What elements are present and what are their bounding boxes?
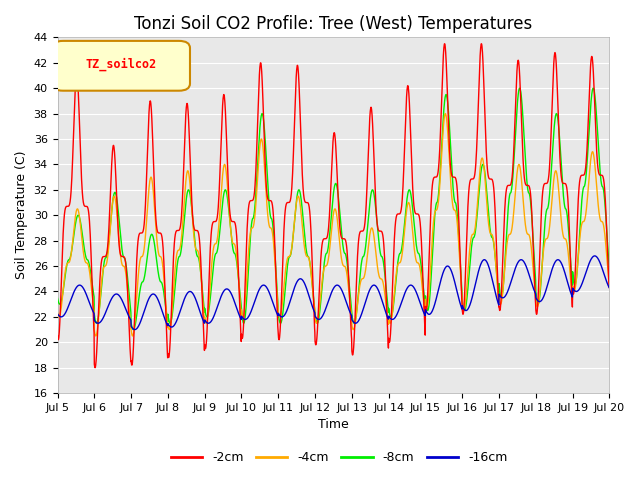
FancyBboxPatch shape [52, 41, 190, 91]
Legend: -2cm, -4cm, -8cm, -16cm: -2cm, -4cm, -8cm, -16cm [166, 446, 513, 469]
X-axis label: Time: Time [318, 419, 349, 432]
Title: Tonzi Soil CO2 Profile: Tree (West) Temperatures: Tonzi Soil CO2 Profile: Tree (West) Temp… [134, 15, 532, 33]
Y-axis label: Soil Temperature (C): Soil Temperature (C) [15, 151, 28, 279]
Text: TZ_soilco2: TZ_soilco2 [85, 58, 157, 72]
